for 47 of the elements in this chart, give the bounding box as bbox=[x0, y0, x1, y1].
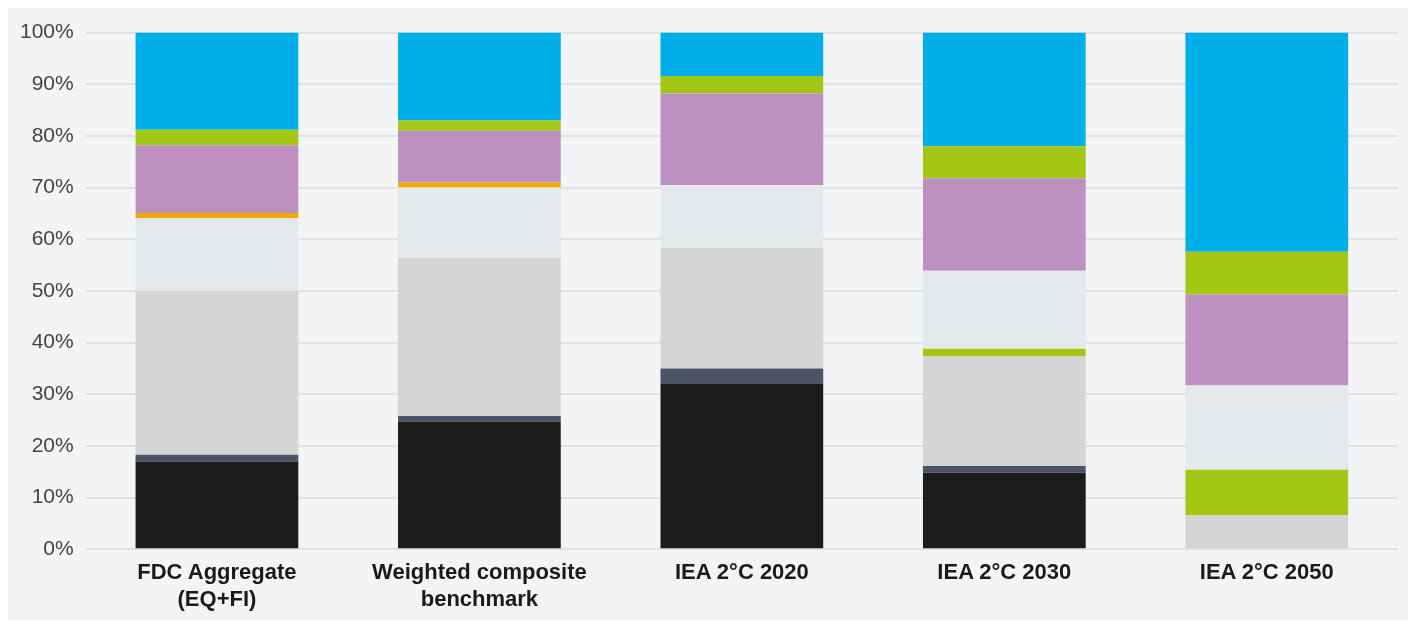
bar bbox=[660, 368, 824, 384]
bar bbox=[922, 356, 1086, 467]
bar bbox=[660, 248, 824, 369]
bar bbox=[398, 130, 561, 183]
bar bbox=[1185, 469, 1349, 516]
bar bbox=[660, 32, 824, 76]
y-tick-label: 30% bbox=[31, 381, 74, 405]
y-tick-label: 70% bbox=[31, 174, 74, 198]
x-tick-label: IEA 2°C 2030 bbox=[937, 559, 1072, 585]
bar bbox=[135, 145, 299, 213]
y-tick-label: 20% bbox=[31, 432, 74, 456]
bar bbox=[922, 32, 1086, 147]
bar bbox=[1185, 294, 1349, 386]
bar bbox=[1185, 515, 1349, 549]
bar bbox=[398, 32, 561, 121]
bar bbox=[1185, 32, 1349, 252]
y-tick-label: 100% bbox=[19, 19, 74, 43]
bar bbox=[398, 120, 561, 131]
bar bbox=[660, 75, 824, 94]
y-tick-label: 10% bbox=[31, 484, 74, 508]
x-tick-label: IEA 2°C 2020 bbox=[674, 559, 809, 585]
bar bbox=[135, 461, 299, 549]
bar bbox=[660, 93, 824, 185]
y-tick-label: 60% bbox=[31, 226, 74, 250]
bar bbox=[922, 146, 1086, 179]
bar bbox=[398, 421, 561, 549]
x-tick-label: Weighted composite benchmark bbox=[372, 559, 587, 611]
bar bbox=[135, 32, 299, 130]
y-tick-label: 50% bbox=[31, 277, 74, 301]
bar bbox=[922, 178, 1086, 271]
bar bbox=[922, 472, 1086, 549]
x-tick-label: IEA 2°C 2050 bbox=[1199, 559, 1334, 585]
bar bbox=[1185, 251, 1349, 295]
bar bbox=[922, 348, 1086, 357]
bar bbox=[660, 383, 824, 549]
x-tick-label: FDC Aggregate (EQ+FI) bbox=[137, 559, 297, 611]
bar bbox=[922, 466, 1086, 473]
bar bbox=[135, 212, 299, 219]
y-tick-label: 90% bbox=[31, 71, 74, 95]
bar bbox=[398, 257, 561, 416]
bar bbox=[135, 290, 299, 455]
bar bbox=[135, 129, 299, 146]
y-tick-label: 80% bbox=[31, 122, 74, 146]
y-tick-label: 40% bbox=[31, 329, 74, 353]
bar bbox=[398, 182, 561, 188]
y-tick-label: 0% bbox=[43, 536, 74, 559]
bar bbox=[398, 415, 561, 422]
